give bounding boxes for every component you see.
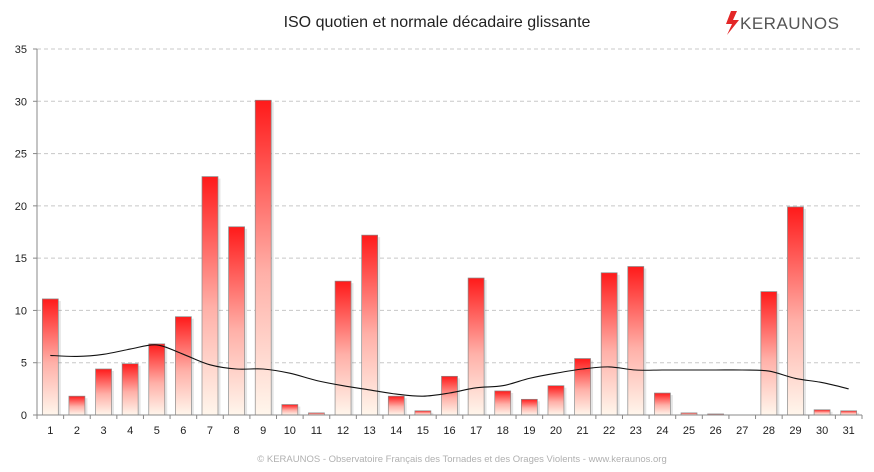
x-tick-label: 11 xyxy=(311,425,322,437)
x-tick-label: 3 xyxy=(100,425,106,437)
y-tick-label: 15 xyxy=(15,253,27,265)
x-tick-label: 12 xyxy=(337,425,349,437)
bar xyxy=(201,176,219,416)
bar xyxy=(574,358,591,416)
x-tick-label: 17 xyxy=(470,425,482,437)
bar xyxy=(254,99,272,416)
y-tick-label: 30 xyxy=(15,96,27,108)
x-tick-label: 1 xyxy=(47,425,53,437)
bar xyxy=(175,316,192,416)
x-tick-label: 25 xyxy=(683,425,695,437)
bar xyxy=(281,404,299,416)
bar xyxy=(361,234,378,416)
grid xyxy=(37,48,862,364)
x-tick-label: 8 xyxy=(234,425,240,437)
y-tick-label: 10 xyxy=(15,305,27,317)
y-tick-label: 0 xyxy=(21,410,27,422)
y-tick-label: 35 xyxy=(15,44,27,56)
x-tick-label: 23 xyxy=(630,425,642,437)
x-tick-label: 5 xyxy=(154,425,160,437)
normale-line-path xyxy=(50,344,849,397)
x-tick-label: 29 xyxy=(789,425,801,437)
y-tick-label: 25 xyxy=(15,149,27,161)
x-tick-label: 24 xyxy=(656,425,668,437)
x-axis-ticks: 1 2 3 4 5 6 7 8 9 10 11 12 13 14 15 16 17 18 19 20 21 22 23 24 2… xyxy=(36,415,863,437)
x-tick-label: 19 xyxy=(523,425,535,437)
x-tick-label: 20 xyxy=(550,425,562,437)
x-tick-label: 15 xyxy=(417,425,429,437)
bar xyxy=(760,291,778,416)
x-tick-label: 21 xyxy=(576,425,588,437)
x-tick-label: 7 xyxy=(207,425,213,437)
y-axis-ticks: 0 5 10 15 20 25 30 35 xyxy=(15,44,37,422)
lightning-bolt-icon xyxy=(726,11,739,35)
x-tick-label: 2 xyxy=(74,425,80,437)
bar xyxy=(414,410,432,416)
x-tick-label: 6 xyxy=(180,425,186,437)
x-tick-label: 26 xyxy=(710,425,722,437)
bar xyxy=(467,277,485,416)
bar xyxy=(121,363,139,416)
logo-text: KERAUNOS xyxy=(740,14,839,33)
x-tick-label: 30 xyxy=(816,425,828,437)
y-tick-label: 20 xyxy=(15,201,27,213)
bar xyxy=(600,272,618,416)
footer-credit: © KERAUNOS - Observatoire Français des T… xyxy=(257,454,667,465)
chart-title: ISO quotien et normale décadaire glissan… xyxy=(284,14,591,31)
bar xyxy=(494,390,512,416)
bar xyxy=(787,206,804,416)
bar xyxy=(387,395,405,416)
normale-line xyxy=(50,344,849,397)
x-tick-label: 28 xyxy=(763,425,775,437)
x-tick-label: 22 xyxy=(603,425,615,437)
bars xyxy=(41,99,860,416)
x-tick-label: 14 xyxy=(390,425,402,437)
bar xyxy=(654,392,671,416)
x-tick-label: 31 xyxy=(843,425,855,437)
axes xyxy=(36,49,862,416)
bar xyxy=(334,280,352,416)
x-tick-label: 13 xyxy=(364,425,376,437)
x-tick-label: 27 xyxy=(736,425,748,437)
bar xyxy=(41,298,59,416)
y-tick-label: 5 xyxy=(21,358,27,370)
bar xyxy=(547,385,565,416)
x-tick-label: 16 xyxy=(443,425,455,437)
x-tick-label: 18 xyxy=(497,425,509,437)
bar xyxy=(813,409,831,416)
bar xyxy=(521,398,538,416)
x-tick-label: 10 xyxy=(284,425,296,437)
keraunos-logo: KERAUNOS xyxy=(726,11,839,35)
x-tick-label: 9 xyxy=(260,425,266,437)
bar xyxy=(148,343,166,416)
bar xyxy=(68,395,86,416)
bar xyxy=(627,266,645,416)
x-tick-label: 4 xyxy=(127,425,133,437)
bar xyxy=(95,368,112,416)
bar xyxy=(228,226,245,416)
bar xyxy=(441,375,458,416)
bar xyxy=(840,410,858,416)
